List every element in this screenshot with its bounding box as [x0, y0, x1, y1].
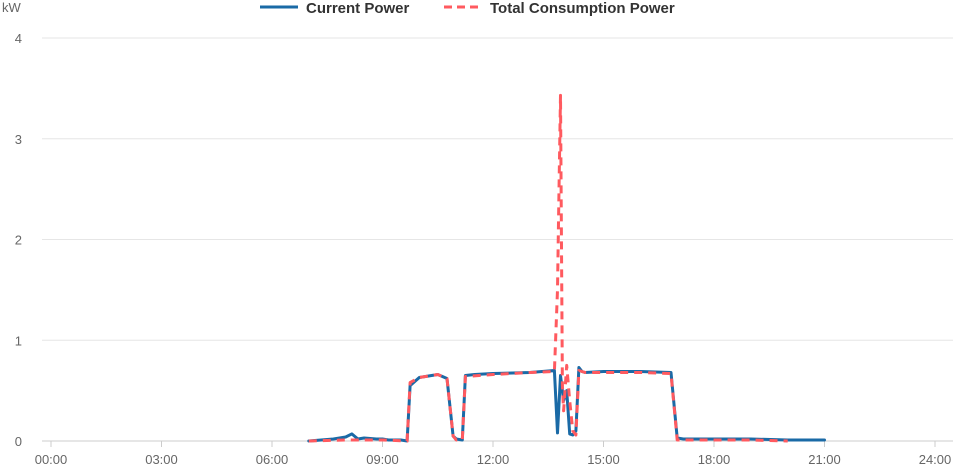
x-tick-label: 12:00 [477, 452, 510, 466]
y-tick-label: 1 [15, 333, 22, 348]
x-axis-ticks: 00:00 03:00 06:00 09:00 12:00 15:00 18:00 21:00… [35, 441, 952, 466]
x-tick-label: 24:00 [919, 452, 952, 466]
y-axis-unit-label: kW [2, 0, 22, 15]
x-tick-label: 00:00 [35, 452, 68, 466]
series-lines [307, 93, 826, 443]
y-tick-label: 4 [15, 31, 22, 46]
legend-label-total-consumption-power: Total Consumption Power [490, 0, 675, 17]
legend-item-current-power[interactable]: Current Power [260, 0, 410, 17]
y-tick-label: 3 [15, 132, 22, 147]
x-tick-label: 06:00 [256, 452, 289, 466]
legend-item-total-consumption-power[interactable]: Total Consumption Power [444, 0, 675, 17]
legend-label-current-power: Current Power [306, 0, 410, 17]
y-tick-label: 0 [15, 434, 22, 449]
x-tick-label: 18:00 [698, 452, 731, 466]
y-axis-ticks: 0 1 2 3 4 [15, 31, 22, 449]
grid-lines [42, 37, 953, 442]
x-tick-label: 15:00 [587, 452, 620, 466]
x-tick-label: 21:00 [808, 452, 841, 466]
chart-legend: Current Power Total Consumption Power [260, 0, 675, 17]
x-tick-label: 03:00 [145, 452, 178, 466]
series-line-total-consumption-power[interactable] [308, 93, 788, 443]
x-tick-label: 09:00 [366, 452, 399, 466]
y-tick-label: 2 [15, 233, 22, 248]
